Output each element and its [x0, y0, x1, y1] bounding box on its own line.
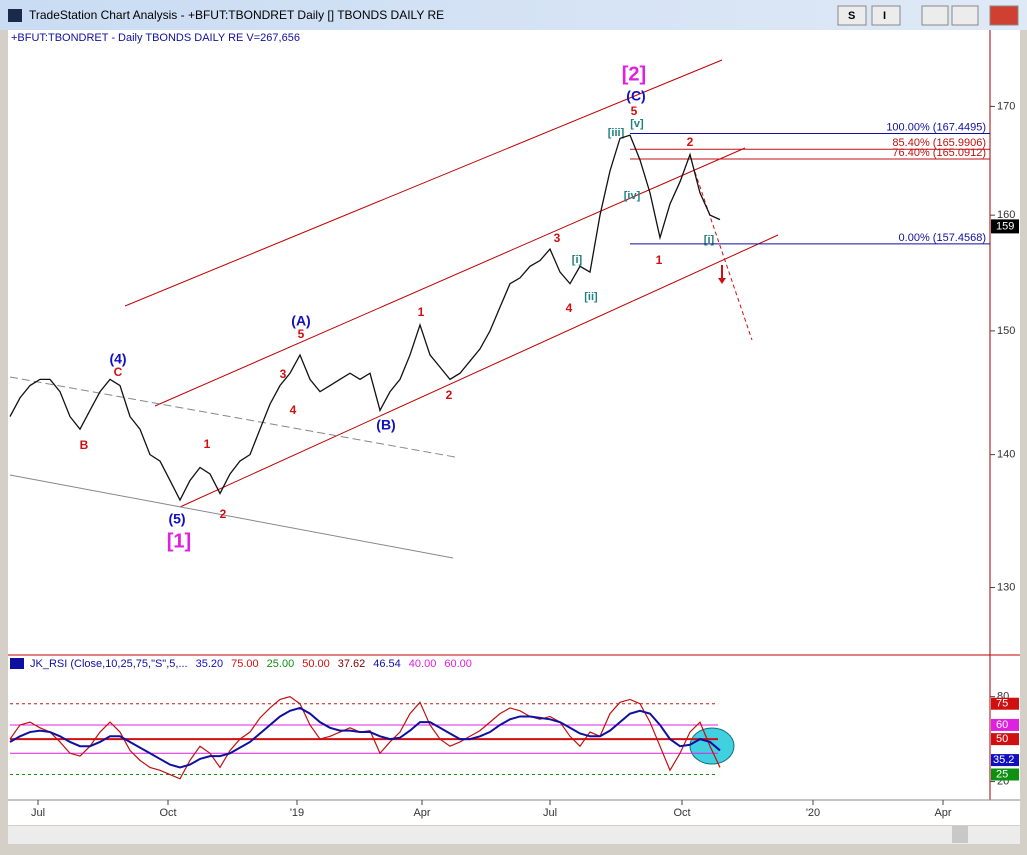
- x-tick-label: '19: [290, 807, 304, 819]
- wave-label: 1: [204, 437, 211, 451]
- level-label: 50: [996, 733, 1008, 745]
- channel-line: [124, 59, 723, 307]
- x-tick-label: Jul: [31, 807, 45, 819]
- legend-entry: JK_RSI (Close,10,25,75,"S",5,...: [30, 658, 188, 670]
- wave-label: [i]: [704, 234, 715, 246]
- x-tick-label: Oct: [159, 807, 176, 819]
- current-label: 35.2: [993, 754, 1014, 766]
- current-box: [991, 754, 1019, 767]
- legend-entry: 35.20: [196, 658, 224, 670]
- wave-label: 2: [446, 388, 453, 402]
- fib-label: 100.00% (167.4495): [886, 121, 986, 133]
- y-tick-label: 130: [997, 581, 1015, 593]
- wave-label: (5): [168, 511, 185, 527]
- level-label: 60: [996, 719, 1008, 731]
- wave-label: [i]: [572, 254, 583, 266]
- wave-label: [v]: [630, 118, 644, 130]
- y-tick-label: 160: [997, 209, 1015, 221]
- legend-icon: [10, 658, 24, 669]
- close-button[interactable]: [989, 5, 1019, 26]
- arrow-head: [718, 278, 726, 284]
- channel-line: [179, 234, 779, 508]
- scrollbar[interactable]: [8, 826, 1020, 844]
- level-box: [991, 718, 1019, 731]
- style-button[interactable]: [837, 5, 867, 26]
- wave-label: [iii]: [608, 127, 625, 139]
- fib-label: 0.00% (157.4568): [899, 232, 986, 244]
- level-label: 75: [996, 698, 1008, 710]
- legend-entry: 50.00: [302, 658, 330, 670]
- wave-label: (B): [376, 417, 395, 433]
- wave-label: [1]: [167, 530, 191, 552]
- fib-label: 76.40% (165.0912): [892, 147, 986, 159]
- wave-label: (A): [291, 313, 310, 329]
- x-tick-label: Apr: [413, 807, 430, 819]
- level-box: [991, 697, 1019, 710]
- level-box: [991, 733, 1019, 746]
- legend-entry: 75.00: [231, 658, 259, 670]
- scroll-thumb[interactable]: [952, 826, 968, 843]
- maximize-button[interactable]: [951, 5, 979, 26]
- style-button-label[interactable]: S: [848, 10, 855, 22]
- wave-label: [iv]: [624, 190, 641, 202]
- chart-header: +BFUT:TBONDRET - Daily TBONDS DAILY RE V…: [11, 32, 300, 44]
- x-tick-label: '20: [806, 807, 820, 819]
- x-tick-label: Apr: [934, 807, 951, 819]
- wave-label: 4: [290, 403, 297, 417]
- wave-label: 4: [566, 301, 573, 315]
- wave-label: (C): [626, 88, 645, 104]
- wave-label: 3: [280, 367, 287, 381]
- wave-label: [2]: [622, 63, 646, 85]
- legend-entry: 37.62: [338, 658, 366, 670]
- rsi-line: [9, 706, 721, 769]
- level-box: [991, 768, 1019, 781]
- wave-label: 2: [687, 135, 694, 149]
- level-label: 25: [996, 768, 1008, 780]
- projection-line: [694, 171, 753, 341]
- wave-label: [ii]: [584, 291, 598, 303]
- insert-button[interactable]: [871, 5, 901, 26]
- legend-entry: 60.00: [444, 658, 472, 670]
- plot-area: [8, 30, 1020, 825]
- wave-label: 1: [418, 305, 425, 319]
- fib-label: 85.40% (165.9906): [892, 137, 986, 149]
- last-price-box: [991, 219, 1019, 234]
- wave-label: 5: [631, 104, 638, 118]
- legend-entry: 25.00: [267, 658, 295, 670]
- app-icon: [8, 9, 22, 22]
- x-tick-label: Oct: [673, 807, 690, 819]
- x-tick-label: Jul: [543, 807, 557, 819]
- window-title: TradeStation Chart Analysis - +BFUT:TBON…: [29, 8, 444, 22]
- wave-label: 3: [554, 231, 561, 245]
- y-tick-label: 150: [997, 325, 1015, 337]
- wave-label: C: [114, 365, 123, 379]
- highlight: [689, 727, 735, 765]
- channel-line: [9, 474, 454, 559]
- channel-line: [154, 147, 746, 407]
- legend-entry: 40.00: [409, 658, 437, 670]
- channel-line: [9, 376, 456, 458]
- last-price-label: 159: [996, 220, 1014, 232]
- wave-label: 1: [656, 253, 663, 267]
- price-line: [9, 134, 721, 502]
- wave-label: 2: [220, 507, 227, 521]
- wave-label: 5: [298, 327, 305, 341]
- wave-label: (4): [109, 351, 126, 367]
- minimize-button[interactable]: [921, 5, 949, 26]
- y-tick-label: 140: [997, 449, 1015, 461]
- y-tick-label: 170: [997, 100, 1015, 112]
- wave-label: B: [80, 438, 89, 452]
- legend-entry: 46.54: [373, 658, 401, 670]
- insert-button-label[interactable]: I: [883, 10, 886, 22]
